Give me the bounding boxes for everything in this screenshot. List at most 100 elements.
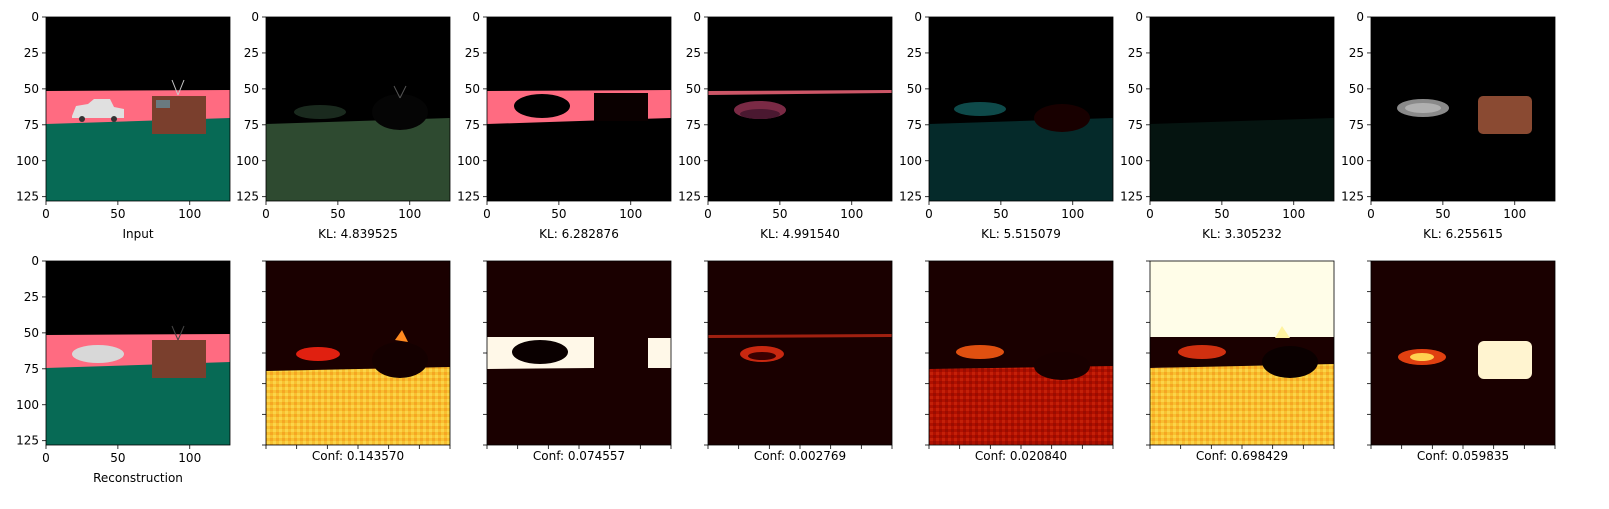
x-tick-label: 0 [1146,207,1154,221]
x-tick-label: 50 [330,207,345,221]
panel-label: Conf: 0.020840 [975,449,1067,463]
y-tick-label: 125 [236,190,259,204]
x-tick-label: 100 [398,207,421,221]
panel-label: Conf: 0.002769 [754,449,846,463]
y-tick-label: 50 [244,82,259,96]
y-tick-label: 0 [31,10,39,24]
x-tick-label: 50 [110,207,125,221]
panel-mask-2 [487,261,671,445]
panel-label: KL: 5.515079 [981,227,1061,241]
y-tick-label: 125 [678,190,701,204]
y-tick-label: 25 [244,46,259,60]
y-tick-label: 0 [1135,10,1143,24]
x-tick-label: 100 [1061,207,1084,221]
y-tick-label: 100 [1341,154,1364,168]
panel-frame [1370,16,1556,202]
x-tick-label: 50 [1435,207,1450,221]
panel-label: Conf: 0.059835 [1417,449,1509,463]
x-tick-label: 50 [551,207,566,221]
y-tick-label: 125 [457,190,480,204]
y-tick-label: 25 [24,290,39,304]
panel-reconstruction [46,261,230,445]
panel-slot-1 [266,17,450,201]
y-tick-label: 50 [907,82,922,96]
panel-slot-4 [929,17,1113,201]
panel-label: KL: 3.305232 [1202,227,1282,241]
y-tick-label: 25 [686,46,701,60]
y-tick-label: 125 [16,434,39,448]
x-tick-label: 0 [925,207,933,221]
x-tick-label: 0 [42,451,50,465]
y-tick-label: 75 [686,118,701,132]
y-tick-label: 75 [24,362,39,376]
y-tick-label: 125 [1341,190,1364,204]
x-tick-label: 0 [42,207,50,221]
x-tick-label: 50 [1214,207,1229,221]
panel-frame [45,16,231,202]
panel-label: KL: 6.255615 [1423,227,1503,241]
panel-label: KL: 4.991540 [760,227,840,241]
y-tick-label: 50 [686,82,701,96]
y-tick-label: 50 [465,82,480,96]
y-tick-label: 100 [16,154,39,168]
y-tick-label: 25 [465,46,480,60]
panel-frame [45,260,231,446]
y-tick-label: 0 [251,10,259,24]
y-tick-label: 75 [244,118,259,132]
y-tick-label: 100 [1120,154,1143,168]
x-tick-label: 0 [1367,207,1375,221]
panel-frame [707,16,893,202]
x-tick-label: 0 [262,207,270,221]
y-tick-label: 100 [457,154,480,168]
axes-layer: 0 50 100 0 25 50 75 100 125 Input 0 50 100 0 25 50 75 100… [16,10,1556,485]
panel-frame [928,16,1114,202]
panel-label: Conf: 0.074557 [533,449,625,463]
y-tick-label: 25 [1349,46,1364,60]
x-tick-label: 0 [704,207,712,221]
y-tick-label: 125 [16,190,39,204]
x-tick-label: 50 [993,207,1008,221]
y-tick-label: 25 [907,46,922,60]
y-tick-label: 0 [31,254,39,268]
y-tick-label: 50 [1128,82,1143,96]
panel-label: Input [122,227,153,241]
panel-frame [1149,16,1335,202]
x-tick-label: 100 [840,207,863,221]
panel-input [46,17,230,201]
panel-label: KL: 4.839525 [318,227,398,241]
y-tick-label: 100 [899,154,922,168]
y-tick-label: 75 [1128,118,1143,132]
panel-mask-5 [1150,261,1334,445]
panel-mask-6 [1371,261,1555,445]
x-tick-label: 100 [619,207,642,221]
panel-label: KL: 6.282876 [539,227,619,241]
panel-slot-6 [1371,17,1555,201]
panel-mask-3 [708,261,892,445]
x-tick-label: 0 [483,207,491,221]
y-tick-label: 25 [24,46,39,60]
panel-frame [265,16,451,202]
y-tick-label: 0 [914,10,922,24]
y-tick-label: 100 [678,154,701,168]
panel-label: Conf: 0.143570 [312,449,404,463]
panel-label: Reconstruction [93,471,183,485]
panel-slot-5 [1150,17,1334,201]
y-tick-label: 75 [465,118,480,132]
x-tick-label: 100 [178,451,201,465]
panel-mask-4 [929,261,1113,445]
y-tick-label: 125 [1120,190,1143,204]
y-tick-label: 100 [16,398,39,412]
panel-frame [486,16,672,202]
y-tick-label: 0 [1356,10,1364,24]
panel-slot-3 [708,17,892,201]
y-tick-label: 25 [1128,46,1143,60]
y-tick-label: 75 [24,118,39,132]
x-tick-label: 50 [110,451,125,465]
y-tick-label: 75 [907,118,922,132]
panel-label: Conf: 0.698429 [1196,449,1288,463]
y-tick-label: 75 [1349,118,1364,132]
y-tick-label: 125 [899,190,922,204]
y-tick-label: 100 [236,154,259,168]
y-tick-label: 50 [24,82,39,96]
